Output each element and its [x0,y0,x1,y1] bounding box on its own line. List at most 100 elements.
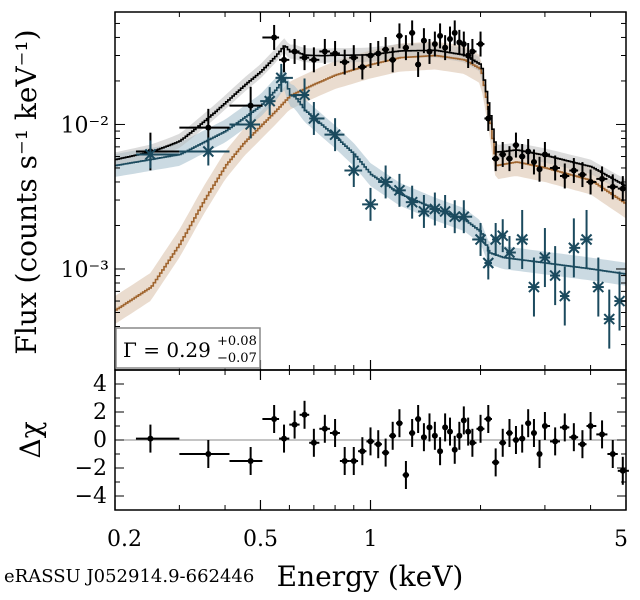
residual-point [492,459,499,466]
data-point [359,63,366,70]
gamma-value: Γ = 0.29 [123,338,211,362]
residual-y-tick-label: 0 [93,428,107,453]
total-band [115,38,626,194]
data-point [512,142,519,149]
residual-point [341,458,348,464]
residual-point [561,424,568,431]
residual-y-tick-label: −4 [75,484,107,509]
data-point [389,56,396,63]
residual-point [396,420,403,427]
model-curves [115,38,626,324]
x-tick-label: 1 [364,527,378,552]
data-point [291,48,298,55]
data-point [415,61,422,68]
thermal-band [115,67,626,286]
data-point [431,41,438,48]
data-point [561,172,568,179]
residual-point [587,423,594,429]
data-point [536,166,543,173]
data-point [599,175,606,182]
data-point [310,56,317,63]
data-point [477,41,484,48]
data-point [446,36,453,43]
data-point [570,167,577,174]
residual-point [512,437,519,443]
data-point [451,29,458,36]
data-point [271,34,278,41]
data-point [552,164,559,171]
residual-point [506,430,513,436]
residual-point [375,441,382,448]
residual-point [301,411,308,418]
data-point [442,44,449,51]
residual-point [442,424,449,431]
y-tick-label: 10⁻² [61,113,109,138]
data-point [506,155,513,162]
residual-point [271,416,278,422]
data-point [375,50,382,57]
data-point [382,46,389,53]
residual-point [552,438,559,445]
residual-point [420,434,427,441]
source-label: eRASSU J052914.9-662446 [4,566,255,587]
residual-y-tick-label: −2 [75,456,107,481]
residual-y-axis-label: Δχ [14,421,47,458]
data-point [396,32,403,39]
data-point [519,153,526,160]
data-point [525,148,532,155]
residual-point [530,430,537,436]
residual-point [409,430,416,436]
residual-point [389,432,396,439]
y-axis-label: Flux (counts s⁻¹ keV⁻¹) [10,29,43,354]
residual-point [469,439,476,446]
data-point [332,50,339,57]
residual-point [247,458,254,464]
residual-point [415,416,422,422]
data-point [350,54,357,61]
residual-point [525,420,532,427]
data-point [499,151,506,158]
gamma-minus: −0.07 [217,351,257,366]
data-point [579,171,586,178]
x-axis-label: Energy (keV) [277,560,464,593]
data-point [402,44,409,51]
data-point [437,32,444,39]
residual-point [147,435,154,442]
residual-point [321,425,328,432]
residual-point [477,425,484,432]
data-point [321,48,328,55]
data-point [492,155,499,162]
residual-point [619,467,626,474]
residual-point [426,424,433,431]
residual-point [465,428,472,435]
residual-point [310,439,317,446]
data-point [469,48,476,55]
x-tick-label: 0.2 [107,527,142,552]
residual-point [332,430,339,436]
data-point [609,183,616,190]
x-tick-label: 5 [614,527,628,552]
residual-point [205,451,212,457]
residual-point [350,458,357,464]
gamma-plus: +0.08 [217,334,257,349]
x-tick-label: 0.5 [243,527,278,552]
residual-point [431,432,438,439]
annotation-box [115,327,261,369]
data-point [420,37,427,44]
residual-point [451,446,458,453]
residual-point [499,439,506,446]
powerlaw-band [115,41,626,324]
residual-point [456,432,463,439]
residual-point [609,451,616,457]
data-point [409,29,416,36]
data-point [247,102,254,109]
residual-point [460,417,467,424]
residual-y-tick-label: 2 [93,400,107,425]
data-point [619,185,626,192]
residual-point [536,451,543,457]
data-point [367,52,374,59]
data-point [426,48,433,55]
data-point [205,124,212,131]
